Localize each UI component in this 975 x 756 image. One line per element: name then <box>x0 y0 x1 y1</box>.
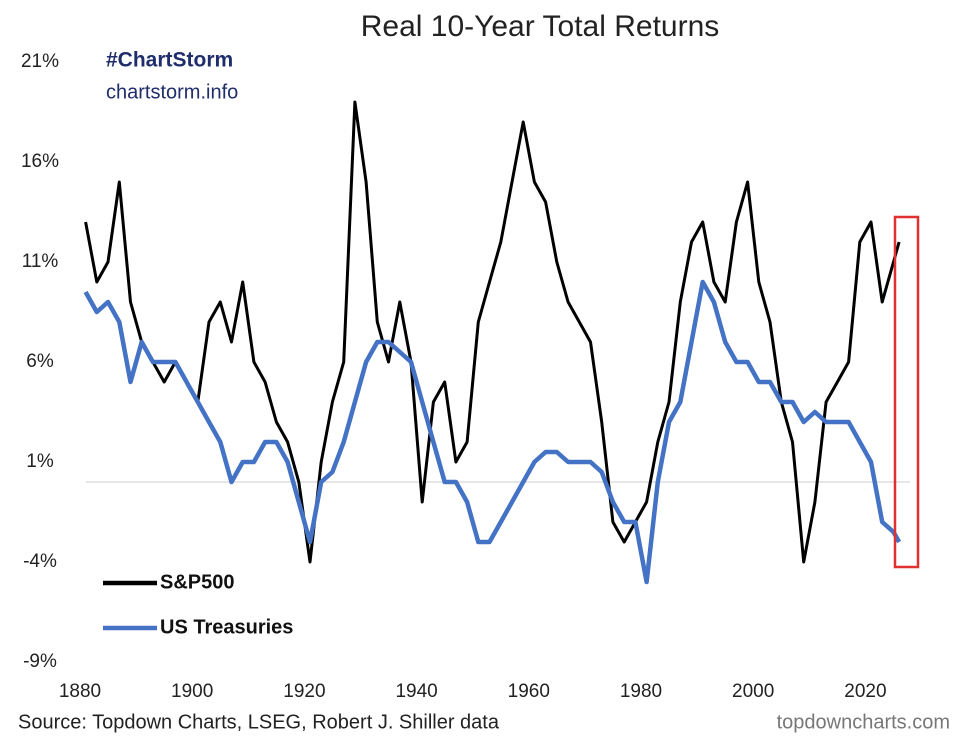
y-tick-label: -4% <box>23 551 57 572</box>
y-tick-label: 1% <box>26 451 54 472</box>
series-line <box>84 100 901 564</box>
brand-tag: #ChartStorm <box>106 49 233 72</box>
y-tick-label: 11% <box>22 251 59 272</box>
x-tick-label: 2000 <box>732 681 774 702</box>
series-line <box>83 279 902 585</box>
y-tick-label: 21% <box>21 51 59 72</box>
y-tick-label: -9% <box>23 651 57 672</box>
highlight-box <box>893 215 920 569</box>
legend-label: S&P500 <box>160 571 235 593</box>
x-tick-label: 1920 <box>283 681 325 702</box>
x-tick-label: 1940 <box>395 681 437 702</box>
chart-title: Real 10-Year Total Returns <box>361 10 720 43</box>
y-tick-label: 6% <box>26 351 54 372</box>
source-note: Source: Topdown Charts, LSEG, Robert J. … <box>18 711 500 733</box>
x-tick-label: 1880 <box>59 681 101 702</box>
watermark: topdowncharts.com <box>777 711 950 733</box>
brand-site: chartstorm.info <box>106 81 238 103</box>
x-tick-label: 1900 <box>171 681 213 702</box>
x-tick-label: 1960 <box>508 681 550 702</box>
x-tick-label: 1980 <box>620 681 662 702</box>
y-tick-label: 16% <box>21 151 59 172</box>
legend-label: US Treasuries <box>160 616 293 638</box>
x-tick-label: 2020 <box>844 681 886 702</box>
